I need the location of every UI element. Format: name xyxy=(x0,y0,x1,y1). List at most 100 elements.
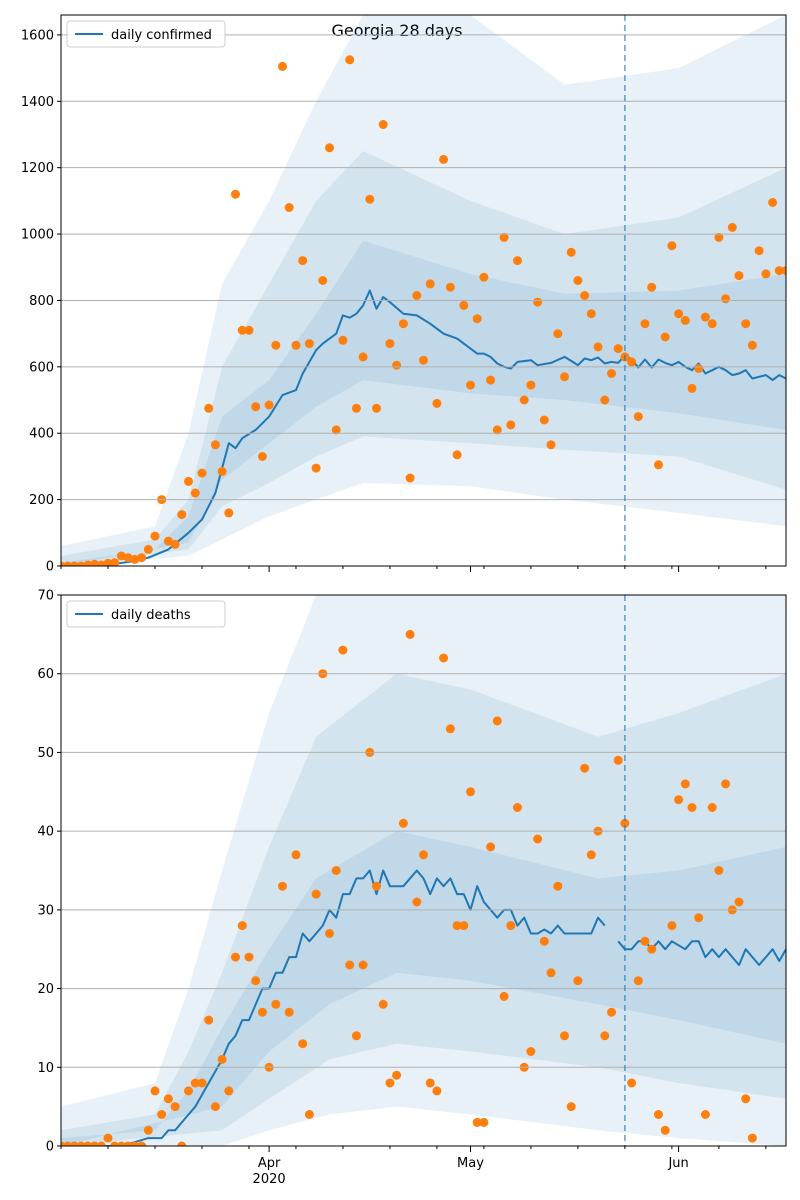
observed-point xyxy=(566,247,576,257)
y-tick-label: 10 xyxy=(37,1061,54,1076)
observed-point xyxy=(177,510,187,520)
observed-point xyxy=(513,256,522,266)
observed-point xyxy=(654,460,663,470)
legend-box xyxy=(66,20,226,48)
observed-point xyxy=(338,645,348,655)
observed-point xyxy=(667,921,677,931)
observed-point xyxy=(727,222,737,232)
observed-point xyxy=(633,976,643,986)
observed-point xyxy=(412,897,422,907)
y-tick-label: 1600 xyxy=(21,28,54,43)
observed-point xyxy=(486,842,496,852)
observed-point xyxy=(613,344,623,354)
observed-point xyxy=(573,976,583,986)
observed-point xyxy=(445,724,455,734)
x-tick-label-apr: Apr xyxy=(258,1156,281,1171)
observed-point xyxy=(573,276,583,285)
observed-point xyxy=(271,340,281,350)
observed-point xyxy=(110,1141,120,1146)
observed-point xyxy=(533,297,543,307)
y-tick-label: 1400 xyxy=(21,95,54,110)
y-tick-label: 800 xyxy=(29,294,54,309)
observed-point xyxy=(700,312,710,322)
observed-point xyxy=(96,560,106,566)
observed-point xyxy=(479,1117,489,1127)
observed-point xyxy=(613,755,623,765)
x-tick-label-jun: Jun xyxy=(667,1156,688,1171)
observed-point xyxy=(338,335,348,345)
y-tick-label: 70 xyxy=(37,589,54,604)
legend-label: daily confirmed xyxy=(111,28,212,43)
legend-label: daily deaths xyxy=(111,608,191,623)
observed-point xyxy=(143,1125,153,1135)
observed-point xyxy=(452,921,462,931)
x-year-label: 2020 xyxy=(253,1172,286,1187)
observed-point xyxy=(432,1086,442,1096)
y-tick-label: 1000 xyxy=(21,228,54,243)
observed-point xyxy=(734,897,744,907)
observed-point xyxy=(781,266,786,276)
observed-point xyxy=(372,403,381,413)
observed-point xyxy=(345,55,355,65)
observed-point xyxy=(137,553,147,563)
observed-point xyxy=(204,1015,214,1025)
observed-point xyxy=(123,1141,133,1146)
y-tick-label: 30 xyxy=(37,903,54,918)
observed-point xyxy=(76,561,86,566)
observed-point xyxy=(600,395,610,405)
observed-point xyxy=(466,380,475,390)
observed-point xyxy=(519,395,529,405)
deaths-panel: 0 10 20 30 40 50 60 70 daily deaths xyxy=(37,589,787,1155)
observed-point xyxy=(660,332,670,342)
observed-point xyxy=(747,340,757,350)
legend-box xyxy=(66,600,226,628)
observed-point xyxy=(707,803,717,812)
observed-point xyxy=(63,561,73,566)
observed-point xyxy=(143,544,153,554)
observed-point xyxy=(163,1094,173,1104)
observed-point xyxy=(103,558,113,566)
observed-point xyxy=(580,291,590,300)
observed-point xyxy=(318,276,328,285)
observed-point xyxy=(506,420,516,430)
observed-point xyxy=(311,463,321,473)
observed-point xyxy=(768,198,778,207)
observed-point xyxy=(445,282,455,292)
observed-point xyxy=(170,539,180,549)
observed-point xyxy=(660,1125,670,1135)
observed-point xyxy=(734,271,744,281)
observed-point xyxy=(231,952,240,962)
observed-point xyxy=(385,1078,395,1088)
observed-point xyxy=(237,325,247,335)
observed-point xyxy=(150,531,160,541)
uncertainty-band-inner xyxy=(61,240,786,566)
observed-point xyxy=(419,355,428,365)
observed-point xyxy=(217,466,227,476)
observed-point xyxy=(257,1007,267,1017)
observed-point xyxy=(365,194,375,204)
observed-point xyxy=(694,913,704,923)
observed-point xyxy=(405,473,415,483)
observed-point xyxy=(627,1078,637,1088)
observed-point xyxy=(284,1007,294,1017)
observed-point xyxy=(311,889,321,899)
observed-point xyxy=(459,921,469,931)
observed-point xyxy=(197,468,207,478)
observed-point xyxy=(680,315,690,325)
observed-point xyxy=(325,929,334,938)
observed-point xyxy=(116,1141,126,1146)
y-tick-label: 1200 xyxy=(21,161,54,176)
observed-point xyxy=(721,779,731,789)
observed-point xyxy=(707,319,717,329)
observed-point xyxy=(69,561,79,566)
observed-point xyxy=(741,319,751,329)
observed-point xyxy=(687,803,697,812)
observed-point xyxy=(372,881,381,891)
observed-point xyxy=(257,452,267,461)
observed-point xyxy=(439,653,449,663)
observed-point xyxy=(291,850,301,860)
observed-point xyxy=(492,716,502,726)
observed-point xyxy=(633,412,643,422)
observed-point xyxy=(680,779,690,789)
observed-point xyxy=(439,154,449,164)
